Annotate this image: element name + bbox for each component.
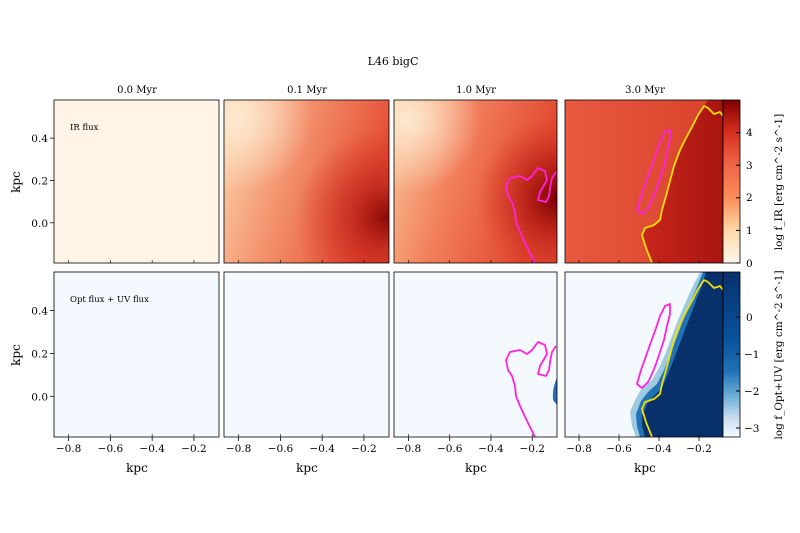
cb-uv-tick: 0	[746, 312, 753, 324]
magenta-contour-uv-1myr	[505, 341, 557, 437]
magenta-contour-ir-3myr	[636, 129, 671, 215]
y-tick-label: 0.4	[31, 306, 48, 318]
colorbar-ir: 0 1 2 3 4 log f_IR [erg cm^-2 s^-1]	[722, 99, 785, 270]
x-tick-label: −0.8	[226, 443, 252, 455]
y-tick-label: 0.2	[31, 175, 48, 187]
x-tick-label: −0.8	[396, 443, 422, 455]
figure-title: L46 bigC	[368, 55, 419, 68]
panel-ir-0myr: IR flux	[53, 99, 220, 264]
x-tick-label: −0.4	[646, 443, 672, 455]
colorbar-ir-label: log f_IR [erg cm^-2 s^-1]	[773, 114, 785, 250]
y-tick-label: 0.2	[31, 348, 48, 360]
panel-ir-1.0myr	[393, 99, 558, 264]
x-axis-label-3: kpc	[634, 461, 656, 475]
x-tick-label: −0.2	[351, 443, 377, 455]
cb-ir-tick: 4	[746, 127, 753, 139]
panel-title-0: 0.0 Myr	[117, 85, 157, 96]
uv-map-2	[394, 272, 557, 437]
magenta-contour-uv-3myr	[636, 303, 671, 389]
x-tick-label: −0.4	[139, 443, 165, 455]
x-axis-label-1: kpc	[296, 461, 318, 475]
ir-map-0	[54, 100, 219, 263]
cb-ir-tick: 0	[746, 258, 753, 270]
panel-title-2: 1.0 Myr	[456, 85, 496, 96]
y-tick-label: 0.0	[31, 218, 48, 230]
yellow-contour-uv-3myr	[641, 279, 723, 437]
y-axis-label-top: kpc	[9, 171, 23, 193]
y-tick-label: 0.0	[31, 391, 48, 403]
yellow-contour-ir-3myr	[641, 105, 723, 263]
panel-ir-3.0myr	[564, 99, 724, 264]
cb-uv-tick: −2	[744, 386, 759, 398]
x-tick-label: −0.8	[566, 443, 592, 455]
panel-ir-0.1myr	[223, 99, 390, 264]
magenta-contour-ir-1myr	[505, 167, 557, 263]
axes: −0.8 −0.6 −0.4 −0.2 −0.8 −0.6 −0.4 −0.2 −0.8 −0.6…	[31, 133, 711, 455]
x-tick-label: −0.6	[437, 443, 463, 455]
y-axis-label-bottom: kpc	[9, 344, 23, 366]
panel-uv-0.1myr	[223, 271, 390, 438]
x-tick-label: −0.8	[56, 443, 82, 455]
x-tick-label: −0.6	[98, 443, 124, 455]
panel-title-3: 3.0 Myr	[625, 85, 665, 96]
row-label-uv: Opt flux + UV flux	[70, 295, 149, 305]
colorbar-uv: −3 −2 −1 0 log f_Opt+UV [erg cm^-2 s^-1]	[722, 270, 785, 440]
x-tick-label: −0.2	[181, 443, 207, 455]
x-tick-label: −0.4	[309, 443, 335, 455]
cb-uv-tick: −1	[744, 349, 759, 361]
panel-uv-1.0myr	[393, 271, 558, 438]
y-tick-label: 0.4	[31, 133, 48, 145]
panel-title-1: 0.1 Myr	[287, 85, 327, 96]
cb-ir-tick: 2	[746, 192, 753, 204]
uv-map-1	[224, 272, 389, 437]
x-tick-label: −0.4	[478, 443, 504, 455]
uv-map-0	[54, 272, 219, 437]
x-tick-label: −0.2	[686, 443, 712, 455]
cb-ir-tick: 3	[746, 160, 753, 172]
cb-ir-tick: 1	[746, 225, 753, 237]
panel-uv-0myr: Opt flux + UV flux	[53, 271, 220, 438]
x-axis-label-2: kpc	[465, 461, 487, 475]
x-axis-label-0: kpc	[126, 461, 148, 475]
row-label-ir: IR flux	[70, 123, 99, 133]
panel-uv-3.0myr	[564, 271, 724, 438]
x-tick-label: −0.6	[606, 443, 632, 455]
x-tick-label: −0.6	[268, 443, 294, 455]
colorbar-uv-label: log f_Opt+UV [erg cm^-2 s^-1]	[773, 270, 785, 439]
cb-uv-tick: −3	[744, 423, 759, 435]
x-tick-label: −0.2	[519, 443, 545, 455]
